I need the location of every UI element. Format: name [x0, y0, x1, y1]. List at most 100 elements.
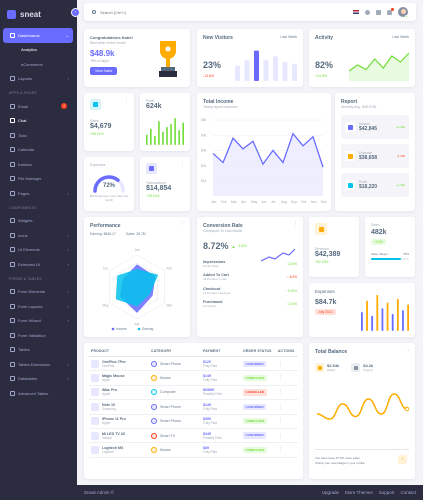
product-image-icon — [91, 417, 99, 426]
kebab-menu-icon[interactable]: ⋮ — [277, 432, 283, 439]
conversion-row: Purchased 12 Orders ↑ 2.24% — [203, 298, 297, 312]
sidebar-item-label: eCommerce — [21, 61, 43, 67]
conversion-row-change: -8.3% — [288, 275, 297, 280]
kebab-menu-icon[interactable]: ⋮ — [180, 221, 185, 227]
sidebar-item-layouts[interactable]: Layouts › — [3, 72, 73, 87]
gauge-fill — [93, 175, 120, 193]
income-line — [212, 132, 324, 168]
sidebar-item-pages[interactable]: Pages › — [3, 186, 73, 201]
sidebar-item-chat[interactable]: Chat — [3, 114, 73, 129]
sidebar-item-tables[interactable]: Tables — [3, 343, 73, 358]
radar-axis-label: Jun — [102, 267, 107, 271]
sidebar-toggle-button[interactable]: ‹ — [71, 8, 80, 17]
new-visitors-period[interactable]: Last Week — [280, 35, 297, 39]
sales-small-value: $4,679 — [90, 123, 112, 130]
kebab-menu-icon[interactable]: ⋮ — [277, 389, 283, 396]
arrow-up-icon: ↑ — [285, 288, 288, 293]
kebab-menu-icon[interactable]: ⋮ — [277, 418, 283, 425]
report-change: +1.34k — [395, 183, 405, 187]
kebab-menu-icon[interactable]: ⋮ — [277, 447, 283, 454]
status-cell: COMPLETED — [241, 414, 276, 429]
sidebar-item-calendar[interactable]: Calendar — [3, 143, 73, 158]
brand-name: sneat — [20, 9, 41, 19]
sidebar-item-label: Widgets — [18, 218, 33, 224]
footer-link-upgrade[interactable]: Upgrade — [321, 490, 340, 495]
search-input[interactable] — [100, 9, 220, 15]
view-sales-button[interactable]: View Sales — [90, 67, 118, 75]
product-category: Mouse — [160, 376, 171, 381]
sidebar-item-kanban[interactable]: Kanban — [3, 157, 73, 172]
balance-arrow-button[interactable]: › — [398, 455, 407, 464]
sidebar-item-datatables[interactable]: Datatables › — [3, 372, 73, 387]
sidebar-item-advanced-tables[interactable]: Advanced Tables — [3, 386, 73, 401]
sidebar-item-icons[interactable]: Icons › — [3, 228, 73, 243]
kebab-menu-icon[interactable]: ⋮ — [277, 360, 283, 367]
actions-cell: ⋮ — [275, 428, 298, 444]
sidebar-item-file-manager[interactable]: File Manager — [3, 172, 73, 187]
avatar[interactable] — [398, 7, 408, 17]
radar-axis-label: May — [102, 304, 109, 308]
balance-point — [404, 406, 409, 412]
category-icon — [151, 432, 157, 439]
congrats-note: 78% of target — [90, 59, 109, 63]
x-tick-label: Nov — [311, 200, 317, 204]
sidebar-item-form-elements[interactable]: Form Elements › — [3, 285, 73, 300]
language-flag-icon[interactable] — [353, 10, 359, 14]
legend-label: Earning — [142, 327, 154, 331]
sidebar-item-todo[interactable]: Todo — [3, 128, 73, 143]
sidebar-item-tables-extensions[interactable]: Tables Extensions › — [3, 357, 73, 372]
kebab-menu-icon[interactable]: ⋮ — [180, 161, 185, 167]
total-balance-chart — [316, 393, 409, 420]
sidebar-item-label: Pages — [18, 190, 30, 196]
report-label: Profit — [359, 180, 367, 184]
sidebar-item-form-layouts[interactable]: Form Layouts › — [3, 299, 73, 314]
arrow-up-icon: ↑ — [285, 302, 288, 307]
category-cell: Mouse — [149, 370, 201, 386]
category-icon — [151, 360, 157, 367]
bell-icon[interactable] — [387, 8, 394, 15]
conversion-change: 4.8% — [238, 244, 247, 248]
conversion-card: Conversion Rate Compared To Last Month ⋮… — [197, 217, 303, 337]
legend-dot — [111, 327, 115, 331]
header-product: PRODUCT — [89, 346, 149, 357]
conversion-row: Added To Cart 32 Product in cart ↓ -8.3% — [203, 271, 297, 285]
brand[interactable]: sneat — [0, 0, 77, 28]
kebab-menu-icon[interactable]: ⋮ — [124, 97, 129, 103]
table-row: iMac Pro Apple Computer $0/899 Partially Pai… — [89, 385, 298, 401]
sidebar-item-ecommerce[interactable]: eCommerce — [3, 57, 73, 72]
activity-title: Activity — [315, 35, 334, 41]
notification-dot — [390, 8, 394, 11]
sidebar-item-form-wizard[interactable]: Form Wizard › — [3, 314, 73, 329]
kebab-menu-icon[interactable]: ⋮ — [277, 403, 283, 410]
sidebar-item-form-validation[interactable]: Form Validation — [3, 328, 73, 343]
sidebar-item-label: Form Validation — [18, 332, 46, 338]
sidebar-item-widgets[interactable]: Widgets — [3, 214, 73, 229]
sidebar-item-dashboards[interactable]: Dashboards ⌄ — [3, 28, 73, 43]
product-category: Smart Phone — [160, 361, 181, 366]
kebab-menu-icon[interactable]: ⋮ — [277, 375, 283, 382]
sidebar-item-analytics[interactable]: Analytics — [3, 43, 73, 58]
activity-period[interactable]: Last Week — [392, 35, 409, 39]
sidebar-item-email[interactable]: Email 4 — [3, 99, 73, 114]
profit-small-value: 624k — [146, 103, 162, 110]
kebab-menu-icon[interactable]: ⋮ — [293, 221, 298, 227]
sidebar-item-ui-elements[interactable]: UI Elements › — [3, 243, 73, 258]
footer-link-support[interactable]: Support — [378, 490, 395, 495]
table-icon — [10, 347, 15, 353]
product-brand: Apple — [102, 378, 111, 383]
conversion-row-change: 12.8% — [287, 261, 297, 266]
expense-bar — [407, 304, 409, 331]
footer-link-contact[interactable]: Contact — [400, 490, 416, 495]
conversion-row-change: 9.12% — [287, 288, 297, 293]
theme-icon[interactable] — [365, 9, 370, 15]
footer-link-themes[interactable]: More Themes — [345, 490, 373, 495]
new-visitors-card: New Visitors Last Week 23% -13.8% — [197, 29, 303, 87]
chevron-down-icon[interactable]: ⌄ — [406, 347, 410, 352]
activity-area — [349, 53, 409, 81]
shortcuts-icon[interactable] — [376, 9, 381, 15]
sidebar-item-extended-ui[interactable]: Extended UI › — [3, 257, 73, 272]
sidebar-item-label: Chat — [18, 118, 27, 124]
actions-cell: ⋮ — [275, 414, 298, 429]
search-icon — [92, 10, 96, 14]
chevron-right-icon: › — [67, 190, 69, 196]
